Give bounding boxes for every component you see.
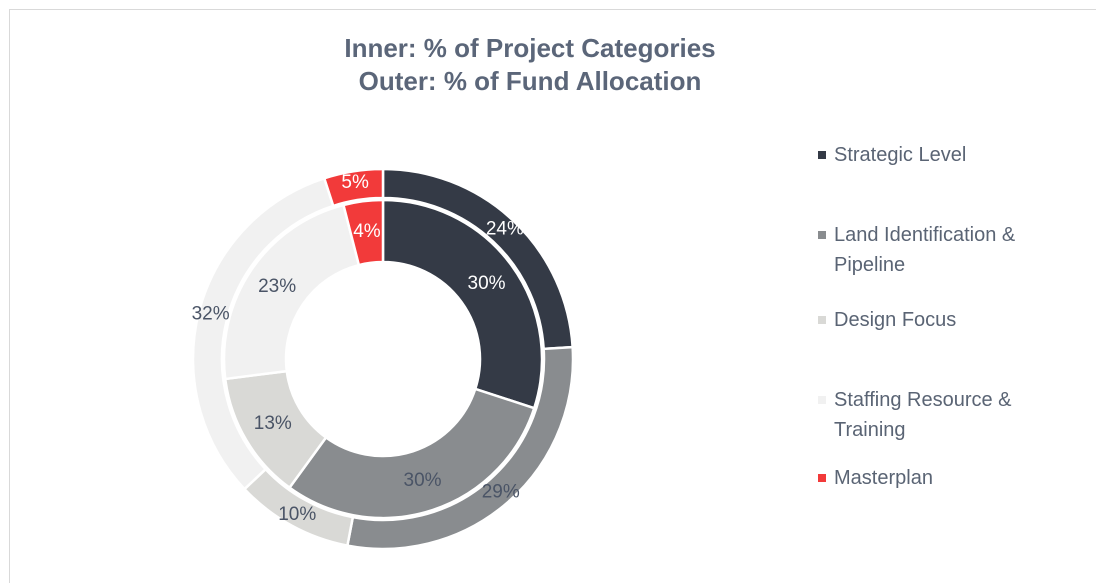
legend-label: Design Focus <box>834 309 957 331</box>
slice <box>322 167 385 208</box>
legend-swatch <box>818 316 826 324</box>
legend-label: Staffing Resource & Training <box>834 389 1012 441</box>
legend-item: Land Identification & Pipeline <box>818 220 1088 280</box>
data-label: 23% <box>258 276 296 297</box>
slice <box>381 198 544 410</box>
chart-title: Outer: % of Fund Allocation <box>359 66 702 96</box>
data-label: 32% <box>192 304 230 325</box>
legend-item: Staffing Resource & Training <box>818 385 1088 445</box>
chart-title: Inner: % of Project Categories <box>344 33 715 63</box>
legend-label: Land Identification & Pipeline <box>834 224 1016 276</box>
legend-swatch <box>818 151 826 159</box>
slice <box>287 387 536 520</box>
legend-item: Strategic Level <box>818 140 1088 170</box>
data-label: 29% <box>482 482 520 503</box>
data-label: 30% <box>468 273 506 294</box>
chart-border <box>9 9 1096 583</box>
data-label: 24% <box>486 218 524 239</box>
data-label: 10% <box>278 504 316 525</box>
legend-item: Design Focus <box>818 305 1088 335</box>
legend-swatch <box>818 231 826 239</box>
legend-label: Strategic Level <box>834 144 967 166</box>
legend-item: Masterplan <box>818 463 1088 493</box>
slice <box>341 198 385 267</box>
data-label: 30% <box>404 470 442 491</box>
data-label: 5% <box>341 172 369 193</box>
legend-swatch <box>818 474 826 482</box>
legend-swatch <box>818 396 826 404</box>
data-label: 13% <box>254 413 292 434</box>
legend-label: Masterplan <box>834 467 933 489</box>
data-label: 4% <box>353 221 381 242</box>
